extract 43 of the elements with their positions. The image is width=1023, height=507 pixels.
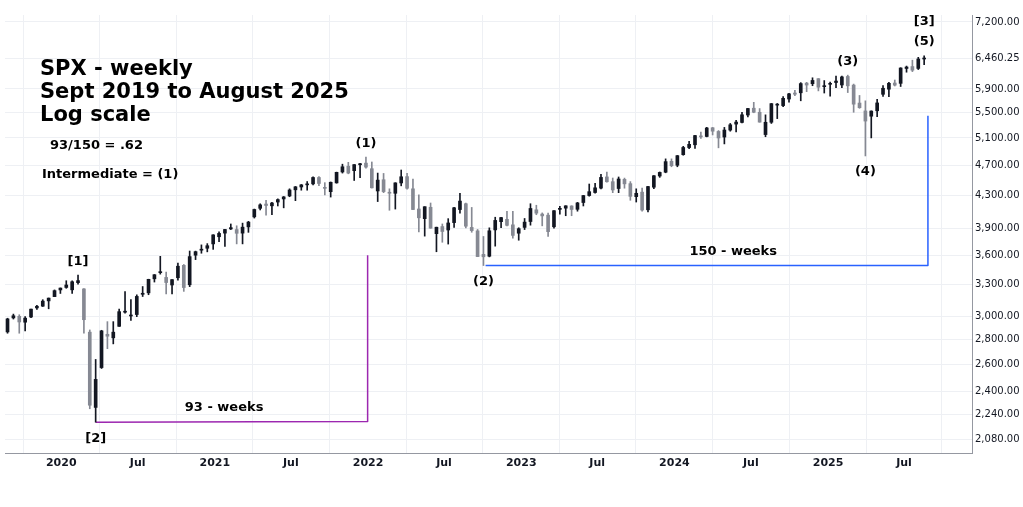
y-tick-label: 3,000.00 <box>975 310 1020 322</box>
x-tick-label: Jul <box>435 456 452 470</box>
annotation: (4) <box>854 163 876 179</box>
y-tick-label: 7,200.00 <box>975 15 1020 27</box>
annotation: [2] <box>85 429 107 445</box>
x-tick-label: 2023 <box>505 456 537 470</box>
x-tick-label: 2024 <box>659 456 691 470</box>
annotation: 150 - weeks <box>689 242 778 258</box>
x-tick-label: Jul <box>895 456 912 470</box>
y-tick-label: 5,500.00 <box>975 106 1020 118</box>
annotation: 93/150 = .62 <box>50 137 143 152</box>
y-tick-label: 5,100.00 <box>975 131 1020 143</box>
annotation: Log scale <box>40 102 152 126</box>
annotation: (3) <box>837 52 859 68</box>
x-tick-label: 2022 <box>352 456 384 470</box>
annotation: (5) <box>913 33 935 49</box>
y-tick-label: 2,600.00 <box>975 358 1020 370</box>
y-tick-label: 2,080.00 <box>975 433 1020 445</box>
y-tick-label: 4,700.00 <box>975 159 1020 171</box>
x-tick-label: Jul <box>588 456 606 470</box>
y-tick-label: 2,240.00 <box>975 408 1020 420</box>
y-tick-label: 3,300.00 <box>975 278 1020 290</box>
y-tick-label: 3,900.00 <box>975 221 1020 233</box>
text: SPX - weekly <box>40 56 194 80</box>
x-tick-label: Jul <box>128 456 146 470</box>
y-tick-label: 5,900.00 <box>975 82 1020 94</box>
text: Sept 2019 to August 2025 <box>40 79 349 103</box>
annotation: (2) <box>472 272 494 288</box>
x-tick-label: 2025 <box>812 456 844 470</box>
y-tick-label: 2,800.00 <box>975 333 1020 345</box>
y-tick-label: 2,400.00 <box>975 385 1020 397</box>
x-tick-label: 2020 <box>45 456 77 470</box>
annotation: (1) <box>355 134 377 150</box>
y-tick-label: 3,600.00 <box>975 248 1020 260</box>
annotation: [1] <box>67 252 89 268</box>
x-tick-label: Jul <box>741 456 759 470</box>
annotation: 93 - weeks <box>184 399 264 415</box>
y-tick-label: 6,460.25 <box>975 52 1020 64</box>
annotation: [3] <box>913 13 935 29</box>
annotation: Intermediate = (1) <box>42 166 179 181</box>
x-tick-label: 2021 <box>199 456 231 470</box>
x-tick-label: Jul <box>281 456 299 470</box>
y-tick-label: 4,300.00 <box>975 189 1020 200</box>
